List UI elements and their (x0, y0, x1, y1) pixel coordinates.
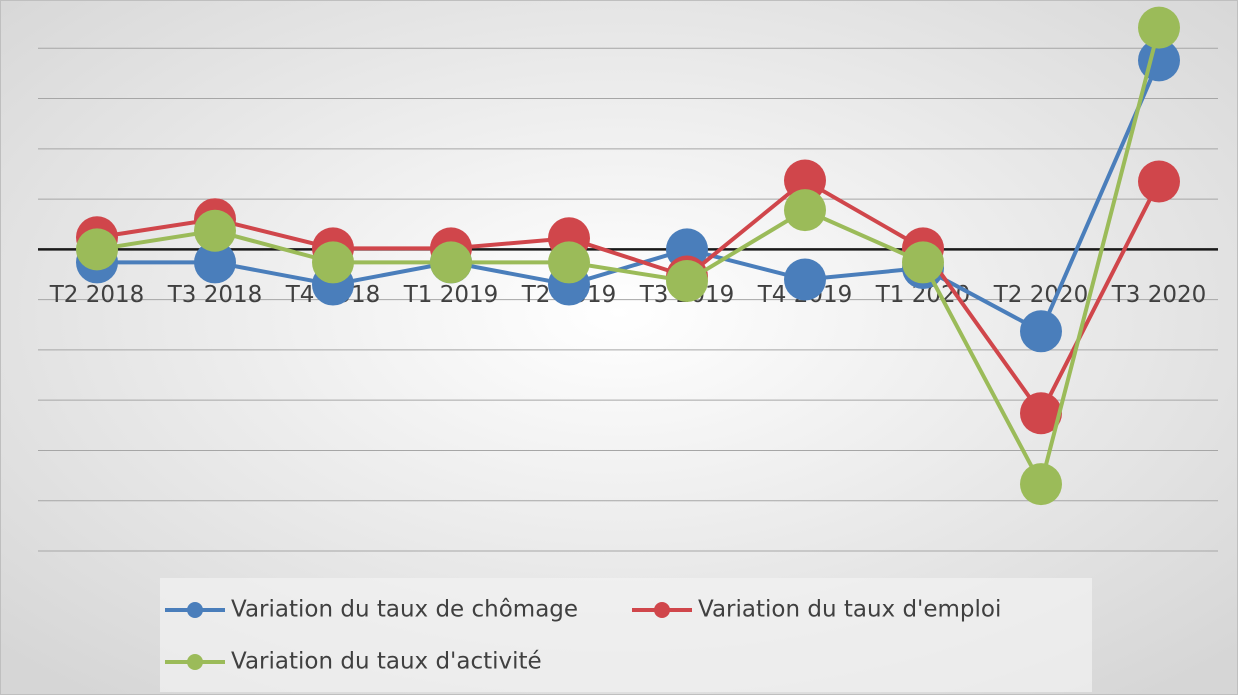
data-point (312, 241, 354, 284)
x-tick-label: T3 2020 (1111, 282, 1207, 308)
x-tick-label: T3 2018 (167, 282, 263, 308)
data-point (76, 228, 118, 271)
legend-marker (654, 602, 670, 618)
data-point (1138, 160, 1180, 203)
data-point (902, 241, 944, 284)
data-point (1020, 310, 1062, 353)
data-point (1020, 463, 1062, 506)
data-point (1020, 392, 1062, 435)
legend-marker (187, 654, 203, 670)
legend-marker (187, 602, 203, 618)
data-point (784, 258, 826, 301)
series-line (96, 27, 1161, 490)
x-tick-label: T2 2020 (993, 282, 1089, 308)
legend-label: Variation du taux d'activité (231, 649, 542, 675)
data-point (784, 189, 826, 232)
legend-box (160, 578, 1092, 692)
data-point (194, 209, 236, 252)
data-point (784, 159, 826, 202)
series-line (96, 178, 1161, 418)
data-point (1138, 6, 1180, 49)
data-point (430, 241, 472, 284)
data-point (548, 241, 590, 284)
data-point (666, 260, 708, 303)
series-line (97, 59, 1161, 335)
data-point (194, 241, 236, 284)
legend-label: Variation du taux de chômage (231, 597, 578, 623)
x-tick-label: T2 2018 (49, 282, 145, 308)
x-tick-label: T1 2019 (403, 282, 499, 308)
legend-label: Variation du taux d'emploi (698, 597, 1001, 623)
